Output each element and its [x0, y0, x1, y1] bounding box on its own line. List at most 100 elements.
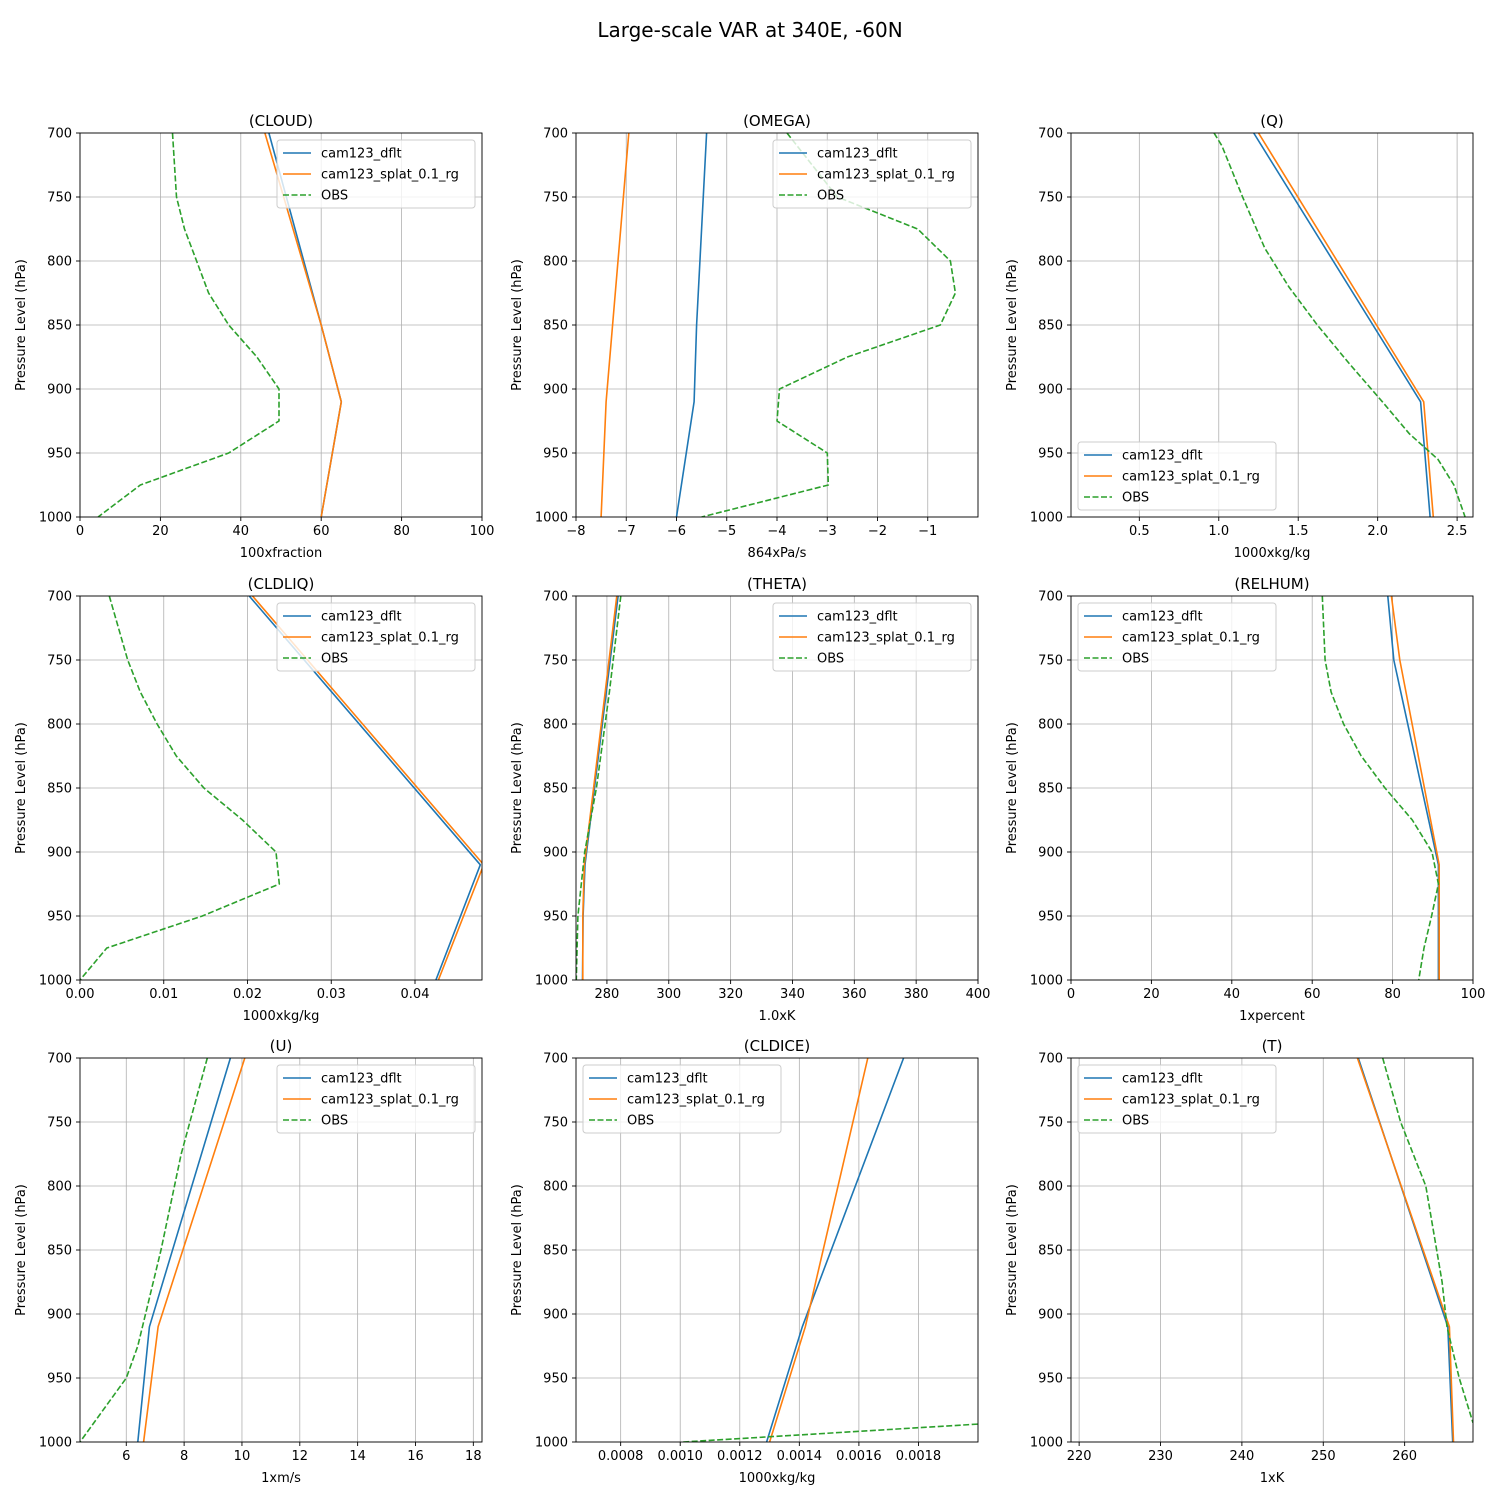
x-tick-label: 2.5 — [1447, 524, 1468, 539]
x-tick-label: 20 — [1143, 987, 1160, 1002]
x-tick-label: 400 — [966, 987, 991, 1002]
x-tick-label: 16 — [407, 1449, 424, 1464]
x-tick-label: 340 — [780, 987, 805, 1002]
legend: cam123_dflt cam123_splat_0.1_rg OBS — [1077, 441, 1277, 511]
legend-label: cam123_splat_0.1_rg — [1122, 470, 1260, 485]
y-tick-label: 850 — [1038, 1244, 1063, 1259]
y-axis-label: Pressure Level (hPa) — [510, 722, 525, 854]
y-tick-label: 700 — [543, 1052, 568, 1067]
series-line-cam123_splat_0.1_rg — [600, 133, 630, 517]
y-tick-label: 750 — [47, 654, 72, 669]
y-tick-label: 850 — [543, 319, 568, 334]
x-tick-label: 360 — [842, 987, 867, 1002]
y-axis-label: Pressure Level (hPa) — [1005, 1184, 1020, 1316]
panel-4: 280 300 320 340 360 380 400 700 750 800 850 900 950 1… — [510, 575, 990, 1024]
panel-5: 0 20 40 60 80 100 700 750 800 850 900 950 1000 (RELHU… — [1005, 575, 1485, 1024]
legend-label: cam123_splat_0.1_rg — [1122, 631, 1260, 646]
y-tick-label: 950 — [543, 447, 568, 462]
y-tick-label: 750 — [47, 191, 72, 206]
legend: cam123_dflt cam123_splat_0.1_rg OBS — [582, 1064, 782, 1134]
x-tick-label: 0.0016 — [836, 1449, 882, 1464]
y-tick-label: 1000 — [1030, 511, 1063, 526]
series-line-cam123_splat_0.1_rg — [251, 596, 482, 980]
x-tick-label: 6 — [122, 1449, 130, 1464]
y-tick-label: 750 — [1038, 654, 1063, 669]
legend: cam123_dflt cam123_splat_0.1_rg OBS — [276, 1064, 476, 1134]
y-tick-label: 800 — [543, 255, 568, 270]
series-line-OBS — [576, 596, 622, 980]
legend: cam123_dflt cam123_splat_0.1_rg OBS — [772, 602, 972, 672]
series-line-cam123_dflt — [675, 133, 708, 517]
x-tick-label: 40 — [1224, 987, 1241, 1002]
x-tick-label: 250 — [1311, 1449, 1336, 1464]
x-tick-label: 0 — [1067, 987, 1075, 1002]
y-tick-label: 850 — [47, 319, 72, 334]
legend-label: cam123_dflt — [627, 1072, 708, 1087]
x-tick-label: 0.0012 — [717, 1449, 763, 1464]
x-tick-label: 0.03 — [317, 987, 346, 1002]
legend-label: cam123_dflt — [817, 147, 898, 162]
y-tick-label: 700 — [1038, 1052, 1063, 1067]
x-tick-label: 220 — [1067, 1449, 1092, 1464]
y-tick-label: 800 — [1038, 255, 1063, 270]
x-tick-label: 320 — [718, 987, 743, 1002]
y-tick-label: 1000 — [535, 974, 568, 989]
y-tick-label: 750 — [543, 191, 568, 206]
y-tick-label: 950 — [543, 1372, 568, 1387]
y-tick-label: 800 — [47, 718, 72, 733]
y-tick-label: 700 — [543, 590, 568, 605]
panel-title: (T) — [1262, 1037, 1283, 1055]
y-tick-label: 850 — [47, 782, 72, 797]
series-line-OBS — [701, 133, 957, 517]
y-tick-label: 800 — [543, 718, 568, 733]
legend-box — [276, 139, 476, 209]
x-tick-label: 0.0008 — [598, 1449, 644, 1464]
legend-box — [276, 602, 476, 672]
series-line-cam123_splat_0.1_rg — [142, 1058, 246, 1442]
series-line-OBS — [80, 596, 281, 980]
panel-3: 0.00 0.01 0.02 0.03 0.04 700 750 800 850 900 950 10… — [14, 575, 483, 1024]
panel-2: 0.5 1.0 1.5 2.0 2.5 700 750 800 850 900 950 1000 (Q)… — [1005, 112, 1474, 561]
x-tick-label: 0.0010 — [657, 1449, 703, 1464]
legend-label: cam123_dflt — [817, 610, 898, 625]
legend-label: cam123_splat_0.1_rg — [627, 1093, 765, 1108]
legend: cam123_dflt cam123_splat_0.1_rg OBS — [1077, 1064, 1277, 1134]
legend: cam123_dflt cam123_splat_0.1_rg OBS — [276, 139, 476, 209]
y-tick-label: 700 — [47, 1052, 72, 1067]
x-tick-label: −2 — [868, 524, 887, 539]
legend: cam123_dflt cam123_splat_0.1_rg OBS — [772, 139, 972, 209]
panel-0: 0 20 40 60 80 100 700 750 800 850 900 950 1000 (CLOUD… — [14, 112, 494, 561]
y-tick-label: 1000 — [1030, 974, 1063, 989]
panel-title: (THETA) — [747, 575, 807, 593]
y-tick-label: 1000 — [39, 974, 72, 989]
series-line-cam123_dflt — [248, 596, 482, 980]
y-tick-label: 750 — [1038, 191, 1063, 206]
figure-suptitle: Large-scale VAR at 340E, -60N — [597, 18, 902, 42]
y-tick-label: 1000 — [535, 1436, 568, 1451]
x-tick-label: −4 — [767, 524, 786, 539]
y-tick-label: 1000 — [39, 511, 72, 526]
x-tick-label: 0.02 — [233, 987, 262, 1002]
legend-label: OBS — [321, 652, 348, 667]
y-axis-label: Pressure Level (hPa) — [14, 722, 29, 854]
y-tick-label: 750 — [1038, 1116, 1063, 1131]
x-tick-label: 380 — [904, 987, 929, 1002]
y-tick-label: 900 — [543, 1308, 568, 1323]
x-tick-label: −3 — [818, 524, 837, 539]
x-tick-label: 60 — [313, 524, 330, 539]
panel-title: (U) — [270, 1037, 293, 1055]
x-tick-label: 0.5 — [1129, 524, 1150, 539]
panel-8: 220 230 240 250 260 700 750 800 850 900 950 1000 (T)… — [1005, 1037, 1474, 1486]
y-tick-label: 900 — [47, 846, 72, 861]
legend-label: OBS — [1122, 491, 1149, 506]
y-axis-label: Pressure Level (hPa) — [1005, 722, 1020, 854]
series-line-OBS — [1381, 1058, 1473, 1424]
x-tick-label: −6 — [667, 524, 686, 539]
legend-label: OBS — [627, 1114, 654, 1129]
x-tick-label: 0.0018 — [896, 1449, 942, 1464]
x-axis-label: 1000xkg/kg — [1234, 546, 1311, 561]
x-tick-label: −1 — [918, 524, 937, 539]
x-tick-label: 80 — [393, 524, 410, 539]
y-tick-label: 850 — [47, 1244, 72, 1259]
panel-title: (CLDLIQ) — [248, 575, 315, 593]
